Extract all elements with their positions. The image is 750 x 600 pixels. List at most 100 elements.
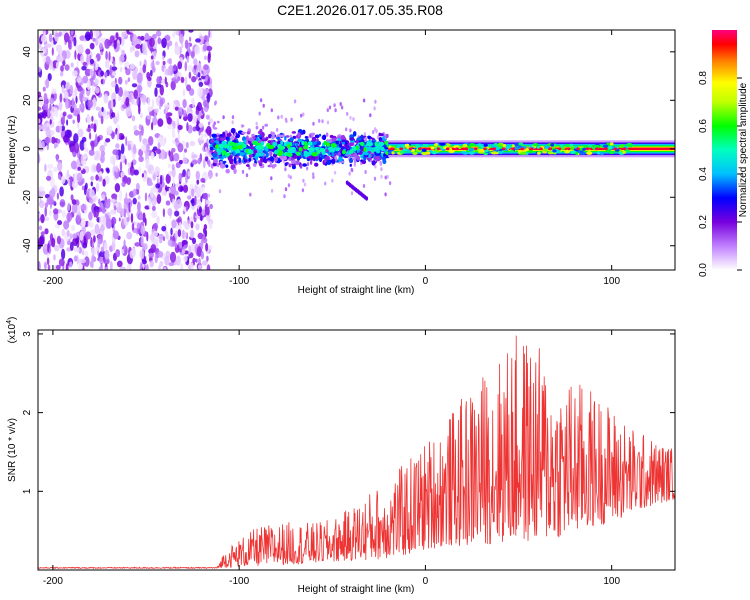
- spectrogram-cell: [115, 83, 119, 95]
- spectrogram-cell: [309, 134, 312, 138]
- spectrogram-cell: [41, 140, 45, 150]
- spectrogram-cell: [115, 143, 120, 149]
- spectrogram-cell: [468, 145, 472, 149]
- spectrogram-cell: [139, 60, 142, 67]
- spectrogram-cell: [175, 183, 180, 188]
- spectrogram-cell: [71, 203, 78, 214]
- spectrogram-cell: [284, 162, 288, 166]
- spectrogram-cell: [104, 38, 111, 49]
- spectrogram-y-ticks: -40 -20 0 20 40: [22, 46, 675, 253]
- spectrogram-cell: [331, 151, 335, 157]
- spectrogram-cell: [173, 64, 177, 72]
- spectrogram-cell: [321, 119, 324, 124]
- snr-panel: -200 -100 0 100 1 2 3 Height of straight line…: [6, 317, 676, 595]
- spectrogram-cell: [117, 95, 121, 102]
- spectrogram-cell: [47, 163, 54, 169]
- spectrogram-cell: [303, 182, 307, 187]
- spectrogram-cell: [79, 231, 84, 241]
- spectrogram-cell: [330, 143, 337, 148]
- spectrogram-cell: [225, 136, 229, 141]
- spectrogram-cell: [205, 75, 208, 83]
- spectrogram-cell: [71, 70, 78, 77]
- spectrogram-cell: [249, 192, 252, 197]
- spectrogram-cell: [219, 137, 225, 142]
- spectrogram-cell: [43, 92, 48, 102]
- spectrogram-cell: [311, 132, 316, 136]
- spectrogram-cell: [255, 155, 258, 161]
- spectrogram-cell: [229, 141, 236, 147]
- spectrogram-cell: [61, 248, 66, 260]
- spectrogram-cell: [514, 143, 520, 147]
- spectrogram-cell: [158, 264, 161, 270]
- spectrogram-cell: [55, 264, 61, 270]
- spectrogram-cell: [73, 36, 77, 47]
- spectrogram-cell: [94, 209, 99, 218]
- spectrogram-cell: [133, 89, 139, 100]
- spectrogram-cell: [302, 163, 307, 167]
- spectrogram-cell: [570, 146, 575, 150]
- spectrogram-cell: [180, 263, 184, 270]
- spectrogram-cell: [366, 142, 373, 147]
- spectrogram-cell: [42, 86, 46, 92]
- spectrogram-cell: [287, 183, 291, 188]
- spectrogram-cell: [275, 156, 278, 162]
- spectrogram-cell: [86, 115, 92, 124]
- spectrogram-cell: [74, 50, 77, 60]
- spectrogram-cell: [69, 233, 73, 240]
- spectrogram-cell: [557, 147, 562, 151]
- spectrogram-cell: [188, 244, 191, 255]
- spectrogram-cell: [146, 143, 150, 152]
- spectrogram-cell: [38, 124, 43, 131]
- spectrogram-cell: [38, 186, 45, 192]
- spectrogram-cell: [203, 192, 209, 200]
- spectrogram-cell: [50, 187, 56, 198]
- spectrogram-cell: [162, 208, 165, 218]
- x-tick-label: 100: [603, 276, 620, 287]
- spectrogram-cell: [579, 149, 584, 154]
- spectrogram-cell: [464, 147, 469, 151]
- spectrogram-cell: [191, 237, 197, 245]
- spectrogram-cell: [189, 140, 196, 147]
- spectrogram-cell: [86, 79, 91, 91]
- spectrogram-cell: [186, 84, 192, 92]
- spectrogram-cell: [375, 145, 380, 151]
- spectrogram-cell: [142, 64, 147, 74]
- spectrogram-cell: [54, 107, 59, 118]
- spectrogram-cell: [131, 115, 136, 122]
- spectrogram-cell: [77, 113, 81, 123]
- spectrogram-cell: [94, 78, 99, 85]
- spectrogram-cell: [205, 45, 213, 52]
- spectrogram-cell: [380, 174, 383, 179]
- spectrogram-cell: [334, 108, 337, 113]
- spectrogram-cell: [85, 231, 92, 240]
- spectrogram-cell: [205, 114, 210, 120]
- spectrogram-cell: [92, 37, 96, 42]
- spectrogram-cell: [59, 124, 62, 134]
- spectrogram-cell: [493, 143, 498, 147]
- spectrogram-cell: [382, 156, 387, 161]
- spectrogram-cell: [84, 31, 91, 41]
- spectrogram-cell: [175, 230, 179, 239]
- spectrogram-cell: [150, 151, 155, 160]
- spectrogram-cell: [205, 199, 211, 205]
- spectrogram-cell: [340, 134, 346, 141]
- spectrogram-cell: [129, 46, 133, 53]
- spectrogram-cell: [44, 216, 50, 222]
- y-tick-label: -40: [22, 238, 33, 253]
- spectrogram-cell: [101, 206, 106, 214]
- spectrogram-cell: [390, 147, 394, 151]
- spectrogram-cell: [71, 97, 75, 109]
- spectrogram-cell: [297, 132, 301, 138]
- spectrogram-cell: [127, 111, 133, 116]
- spectrogram-cell: [107, 198, 111, 203]
- spectrogram-cell: [190, 50, 195, 59]
- spectrogram-cell: [262, 103, 265, 108]
- spectrogram-cell: [402, 145, 406, 149]
- spectrogram-cell: [111, 209, 115, 215]
- spectrogram-cell: [191, 114, 197, 125]
- spectrogram-cell: [42, 244, 49, 249]
- spectrogram-cell: [218, 155, 223, 159]
- spectrogram-cell: [197, 86, 203, 98]
- spectrogram-cell: [196, 179, 200, 185]
